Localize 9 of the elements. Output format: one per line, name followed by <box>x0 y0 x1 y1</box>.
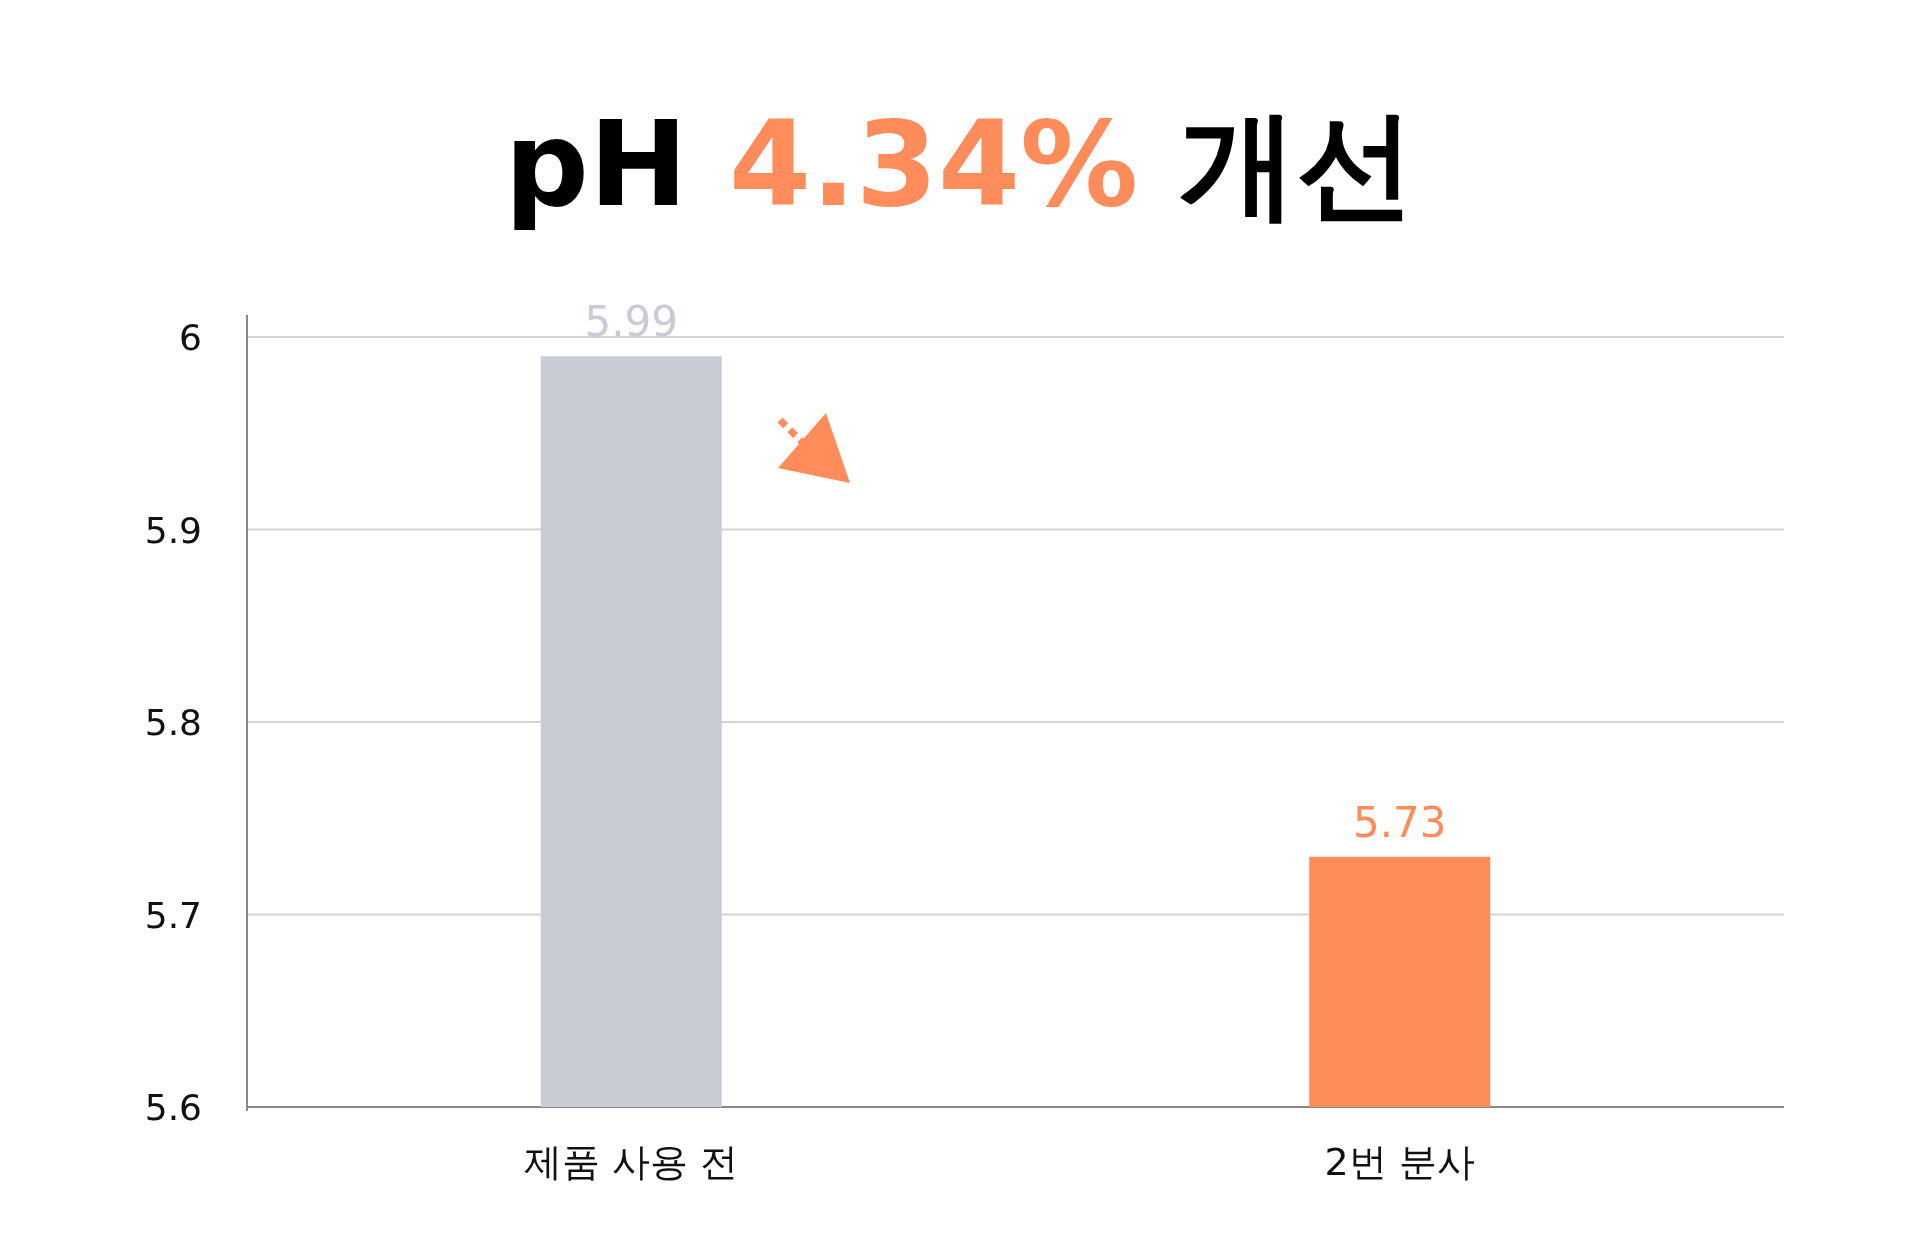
y-tick-label: 6 <box>179 317 202 358</box>
y-tick-label: 5.8 <box>144 702 202 743</box>
data-label: 5.73 <box>1352 797 1447 847</box>
x-tick-label: 제품 사용 전 <box>524 1140 739 1184</box>
y-tick-label: 5.9 <box>144 509 202 551</box>
x-tick-label: 2번 분사 <box>1324 1140 1475 1184</box>
chart-title: pH 4.34% 개선 <box>504 95 1416 233</box>
y-tick-label: 5.7 <box>144 894 202 936</box>
y-tick-label: 5.6 <box>144 1087 202 1128</box>
